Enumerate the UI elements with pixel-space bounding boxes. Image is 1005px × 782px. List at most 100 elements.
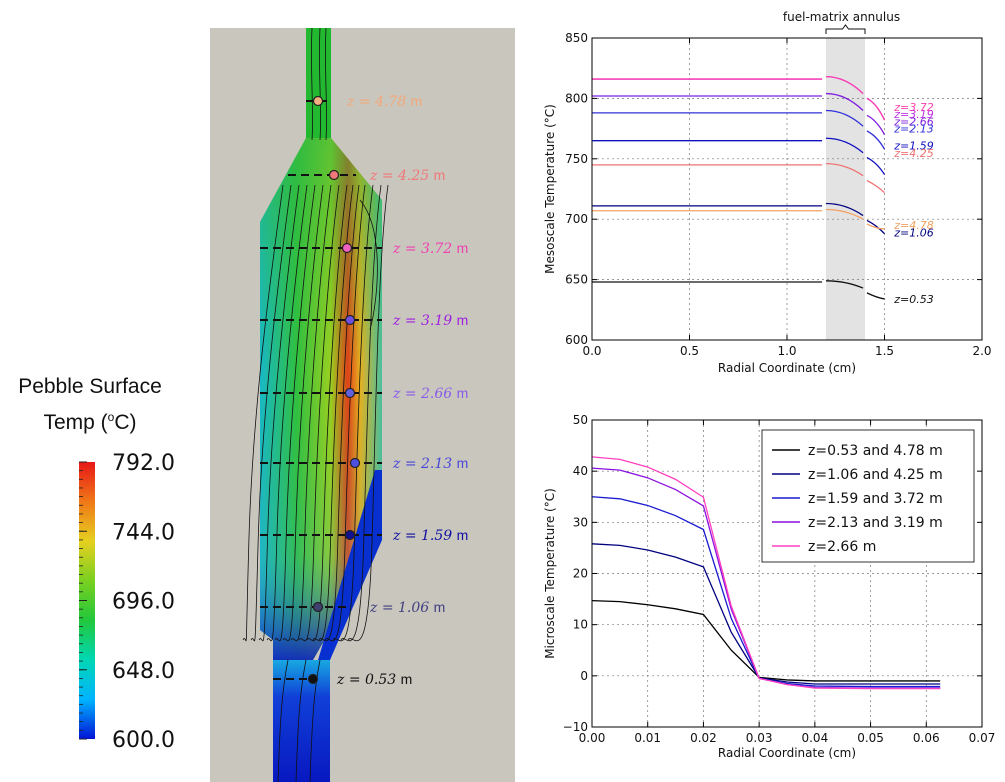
x-tick-label: 1.0 bbox=[777, 344, 796, 358]
series-annulus bbox=[825, 92, 864, 111]
series-outer bbox=[866, 179, 885, 194]
series-annulus bbox=[825, 76, 864, 95]
series-line bbox=[592, 162, 885, 194]
mesoscale-chart: fuel-matrix annulus z=3.72z=3.19z=2.66z=2… bbox=[543, 10, 992, 375]
colorbar-tick-label: 744.0 bbox=[112, 520, 175, 545]
slice-marker bbox=[344, 314, 356, 326]
slice-label: z = 3.72 m bbox=[392, 240, 468, 257]
series-line bbox=[592, 109, 886, 150]
slice-marker bbox=[344, 387, 356, 399]
series-outer bbox=[866, 219, 885, 235]
slice-marker bbox=[328, 169, 340, 181]
series-label: z=1.59 bbox=[893, 140, 933, 153]
contour-line bbox=[306, 184, 348, 642]
y-tick-label: 700 bbox=[565, 212, 588, 226]
microscale-chart: 0.00 0.01 0.02 0.03 0.04 0.05 0.06 0.07 −10 0 10 20… bbox=[543, 413, 996, 760]
core-temperature-map: z = 4.78 m z = 4.25 m z = 3.72 m z = 3.19 m… bbox=[210, 27, 515, 782]
series-line bbox=[592, 202, 885, 235]
series-outer bbox=[866, 292, 885, 300]
annulus-bracket bbox=[825, 24, 866, 34]
annulus-annotation: fuel-matrix annulus bbox=[783, 10, 900, 24]
colorbar-tick-label: 792.0 bbox=[112, 451, 175, 476]
legend-entry: z=0.53 and 4.78 m bbox=[808, 443, 943, 459]
slice-label: z = 2.66 m bbox=[392, 385, 468, 402]
y-tick-label: 30 bbox=[573, 515, 588, 529]
contour-line bbox=[258, 184, 300, 642]
colorbar-title: Pebble Surface Temp (oC) bbox=[0, 372, 180, 438]
slice-label: z = 1.59 m bbox=[392, 527, 468, 544]
slice-marker bbox=[349, 457, 361, 469]
legend-entry: z=2.66 m bbox=[808, 539, 876, 555]
y-tick-label: 850 bbox=[565, 31, 588, 45]
x-tick-label: 1.5 bbox=[875, 344, 894, 358]
contour-line bbox=[309, 659, 321, 782]
contour-line bbox=[282, 184, 324, 642]
series-annulus bbox=[825, 109, 864, 127]
x-tick-label: 0.07 bbox=[969, 731, 996, 745]
legend-box bbox=[761, 429, 975, 563]
slice-marker bbox=[344, 529, 356, 541]
contour-line bbox=[340, 184, 382, 642]
x-tick-label: 0.05 bbox=[857, 731, 884, 745]
series-outer bbox=[866, 130, 886, 150]
contour-line bbox=[274, 184, 316, 642]
contour-line bbox=[359, 199, 378, 331]
contour-line bbox=[250, 184, 292, 642]
bottom-stem bbox=[273, 660, 330, 782]
series-outer bbox=[866, 97, 886, 121]
x-tick-label: 0.04 bbox=[801, 731, 828, 745]
legend-entry: z=1.59 and 3.72 m bbox=[808, 491, 943, 507]
series-line bbox=[592, 92, 886, 135]
y-tick-label: 650 bbox=[565, 273, 588, 287]
series-outer bbox=[866, 157, 886, 175]
legend-entry: z=2.13 and 3.19 m bbox=[808, 515, 943, 531]
x-tick-label: 0.00 bbox=[579, 731, 606, 745]
slice-label: z = 1.06 m bbox=[369, 599, 445, 616]
series-annulus bbox=[825, 280, 864, 289]
x-tick-label: 0.06 bbox=[913, 731, 940, 745]
contour-line bbox=[319, 27, 321, 141]
contour-line bbox=[290, 184, 332, 642]
x-tick-label: 0.0 bbox=[582, 344, 601, 358]
contour-line bbox=[332, 184, 374, 642]
y-tick-label: 750 bbox=[565, 152, 588, 166]
y-tick-label: 10 bbox=[573, 618, 588, 632]
x-tick-label: 0.02 bbox=[690, 731, 717, 745]
slice-label: z = 0.53 m bbox=[336, 671, 412, 688]
contour-line bbox=[266, 184, 308, 642]
colorbar: 792.0 744.0 696.0 648.0 600.0 bbox=[79, 451, 175, 750]
y-tick-label: 40 bbox=[573, 464, 588, 478]
y-axis-label: Microscale Temperature (°C) bbox=[543, 488, 557, 659]
series-label: z=4.78 bbox=[893, 219, 933, 232]
series-annulus bbox=[825, 162, 864, 177]
series-label: z=1.06 bbox=[893, 226, 933, 239]
series-annulus bbox=[825, 137, 864, 154]
slice-marker bbox=[312, 95, 324, 107]
contour-line bbox=[347, 184, 389, 642]
colorbar-tick-label: 600.0 bbox=[112, 728, 175, 750]
series-label: z=2.13 bbox=[893, 123, 933, 136]
series-label: z=2.66 bbox=[893, 115, 933, 128]
y-tick-label: 50 bbox=[573, 413, 588, 427]
x-axis-label: Radial Coordinate (cm) bbox=[718, 746, 856, 760]
contour-line bbox=[324, 184, 366, 642]
series-line bbox=[591, 496, 941, 688]
y-tick-label: 800 bbox=[565, 91, 588, 105]
contour-line bbox=[325, 27, 327, 141]
x-tick-label: 2.0 bbox=[972, 344, 991, 358]
slice-marker bbox=[307, 673, 319, 685]
series-line bbox=[592, 137, 886, 175]
annulus-shading bbox=[826, 38, 865, 340]
contour-line bbox=[318, 184, 360, 642]
slice-label: z = 3.19 m bbox=[392, 312, 468, 329]
legend-entry: z=1.06 and 4.25 m bbox=[808, 467, 943, 483]
series-line bbox=[592, 280, 885, 300]
series-line bbox=[592, 208, 885, 230]
series-line bbox=[591, 456, 941, 690]
slice-label: z = 4.25 m bbox=[369, 167, 445, 184]
y-tick-label: 0 bbox=[580, 669, 588, 683]
x-tick-label: 0.03 bbox=[746, 731, 773, 745]
colorbar-title-line2: Temp (oC) bbox=[43, 410, 137, 434]
colorbar-title-line1: Pebble Surface bbox=[18, 375, 162, 398]
series-annulus bbox=[825, 202, 864, 217]
